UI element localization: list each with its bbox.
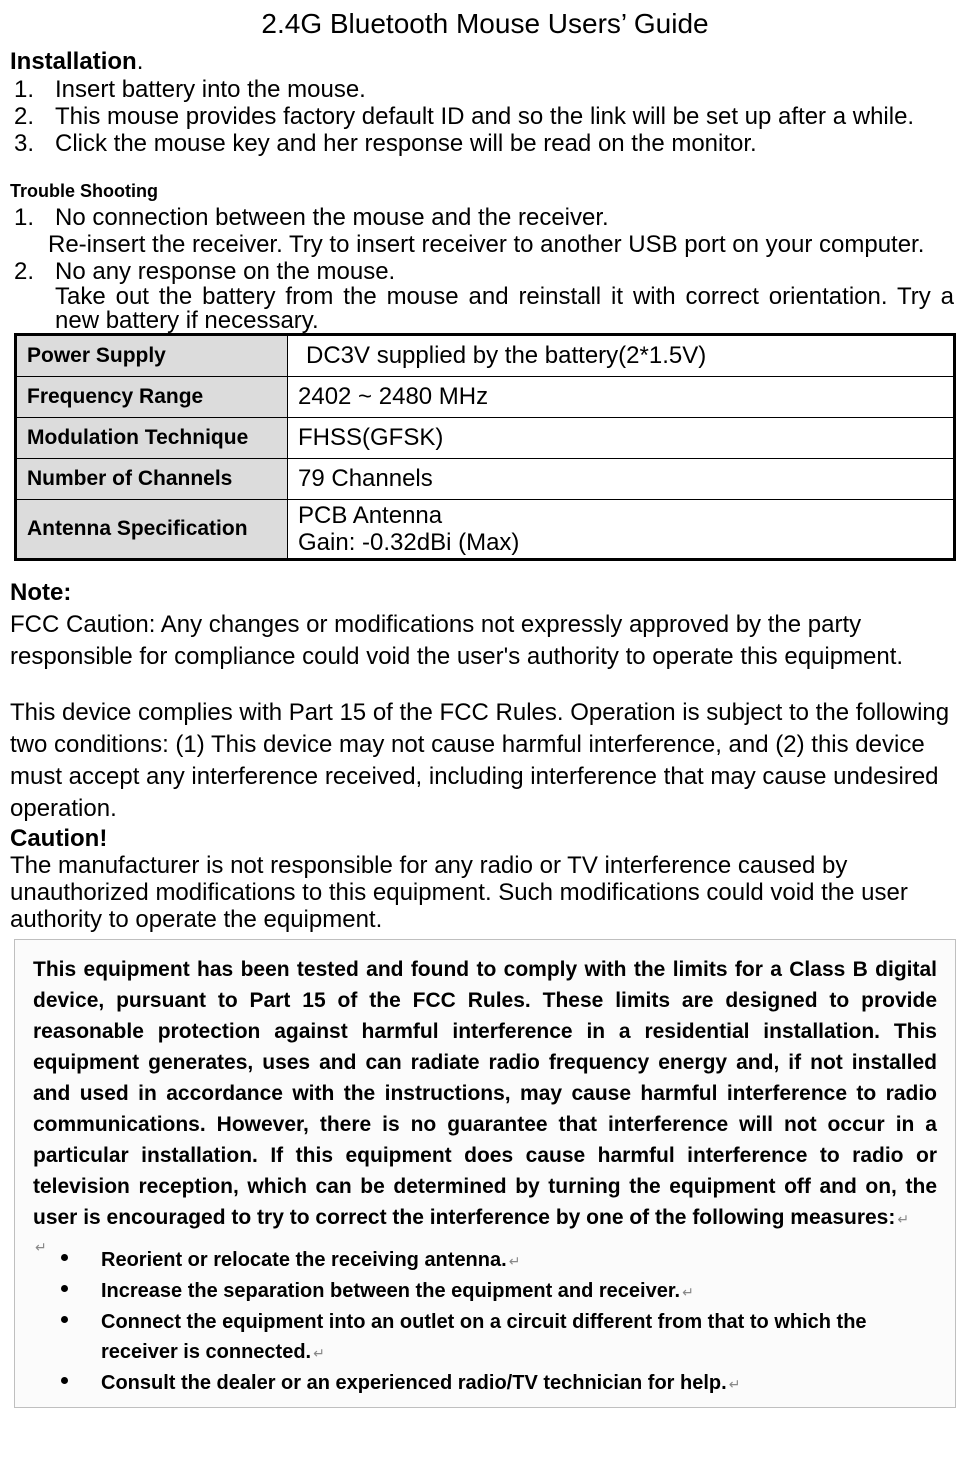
spec-value: FHSS(GFSK) xyxy=(288,418,955,459)
return-symbol: ↵ xyxy=(895,1211,909,1227)
fcc-paragraph: This equipment has been tested and found… xyxy=(33,954,937,1235)
caution-heading: Caution! xyxy=(10,825,960,852)
installation-item: 3. Click the mouse key and her response … xyxy=(10,130,960,157)
list-text: Insert battery into the mouse. xyxy=(55,76,960,103)
spec-value-text: PCB Antenna Gain: -0.32dBi (Max) xyxy=(298,502,519,556)
bullet-text: Connect the equipment into an outlet on … xyxy=(101,1311,867,1363)
spec-value: 79 Channels xyxy=(288,459,955,500)
fcc-bullet-item: Reorient or relocate the receiving anten… xyxy=(33,1245,937,1276)
table-row: Antenna Specification PCB Antenna Gain: … xyxy=(16,500,955,560)
trouble-list: 1. No connection between the mouse and t… xyxy=(10,204,960,333)
trouble-item: 2. No any response on the mouse. xyxy=(10,258,960,285)
bullet-icon xyxy=(61,1254,68,1261)
page: 2.4G Bluetooth Mouse Users’ Guide Instal… xyxy=(0,0,970,1418)
spec-header: Frequency Range xyxy=(16,377,288,418)
trouble-sub: Re-insert the receiver. Try to insert re… xyxy=(10,231,960,258)
table-row: Frequency Range 2402 ~ 2480 MHz xyxy=(16,377,955,418)
list-number: 3. xyxy=(14,130,34,157)
bullet-icon xyxy=(61,1316,68,1323)
spec-header: Antenna Specification xyxy=(16,500,288,560)
spec-value: PCB Antenna Gain: -0.32dBi (Max) xyxy=(288,500,955,560)
trouble-item: 1. No connection between the mouse and t… xyxy=(10,204,960,231)
installation-item: 1. Insert battery into the mouse. xyxy=(10,76,960,103)
table-row: Modulation Technique FHSS(GFSK) xyxy=(16,418,955,459)
installation-list: 1. Insert battery into the mouse. 2. Thi… xyxy=(10,76,960,157)
list-number: 1. xyxy=(14,76,34,103)
list-text: No connection between the mouse and the … xyxy=(55,204,609,231)
trouble-heading: Trouble Shooting xyxy=(10,181,960,202)
trouble-sub: Take out the battery from the mouse and … xyxy=(10,285,960,333)
return-symbol: ↵ xyxy=(680,1284,694,1300)
installation-heading: Installation xyxy=(10,48,137,75)
caution-p: The manufacturer is not responsible for … xyxy=(10,852,960,933)
list-text: This mouse provides factory default ID a… xyxy=(55,103,960,130)
installation-heading-line: Installation. xyxy=(10,48,960,76)
list-number: 2. xyxy=(14,103,34,130)
fcc-bullet-item: Connect the equipment into an outlet on … xyxy=(33,1307,937,1368)
installation-period: . xyxy=(137,48,144,75)
note-heading: Note: xyxy=(10,577,960,609)
return-symbol: ↵ xyxy=(311,1345,325,1361)
return-symbol: ↵ xyxy=(727,1376,741,1392)
bullet-text: Reorient or relocate the receiving anten… xyxy=(101,1249,507,1271)
list-number: 2. xyxy=(14,258,34,285)
list-number: 1. xyxy=(14,204,34,231)
spec-header: Power Supply xyxy=(16,335,288,377)
list-text: No any response on the mouse. xyxy=(55,258,395,285)
fcc-bullet-list: Reorient or relocate the receiving anten… xyxy=(33,1245,937,1399)
spec-table: Power Supply DC3V supplied by the batter… xyxy=(14,333,956,561)
note-section: Note: FCC Caution: Any changes or modifi… xyxy=(10,577,960,933)
bullet-text: Increase the separation between the equi… xyxy=(101,1280,680,1302)
table-row: Power Supply DC3V supplied by the batter… xyxy=(16,335,955,377)
spec-value-text: DC3V supplied by the battery(2*1.5V) xyxy=(306,342,706,369)
fcc-graybox: This equipment has been tested and found… xyxy=(14,939,956,1408)
note-p2: This device complies with Part 15 of the… xyxy=(10,697,960,825)
fcc-bullet-item: Consult the dealer or an experienced rad… xyxy=(33,1368,937,1399)
spec-header: Modulation Technique xyxy=(16,418,288,459)
fcc-bullet-item: Increase the separation between the equi… xyxy=(33,1276,937,1307)
bullet-icon xyxy=(61,1377,68,1384)
spec-value: DC3V supplied by the battery(2*1.5V) xyxy=(288,335,955,377)
note-p1: FCC Caution: Any changes or modification… xyxy=(10,609,960,673)
list-text: Click the mouse key and her response wil… xyxy=(55,130,960,157)
table-row: Number of Channels 79 Channels xyxy=(16,459,955,500)
page-title: 2.4G Bluetooth Mouse Users’ Guide xyxy=(10,8,960,40)
spec-value: 2402 ~ 2480 MHz xyxy=(288,377,955,418)
spec-header: Number of Channels xyxy=(16,459,288,500)
fcc-paragraph-text: This equipment has been tested and found… xyxy=(33,958,937,1229)
bullet-icon xyxy=(61,1285,68,1292)
return-symbol: ↵ xyxy=(507,1253,521,1269)
bullet-text: Consult the dealer or an experienced rad… xyxy=(101,1372,727,1394)
installation-item: 2. This mouse provides factory default I… xyxy=(10,103,960,130)
